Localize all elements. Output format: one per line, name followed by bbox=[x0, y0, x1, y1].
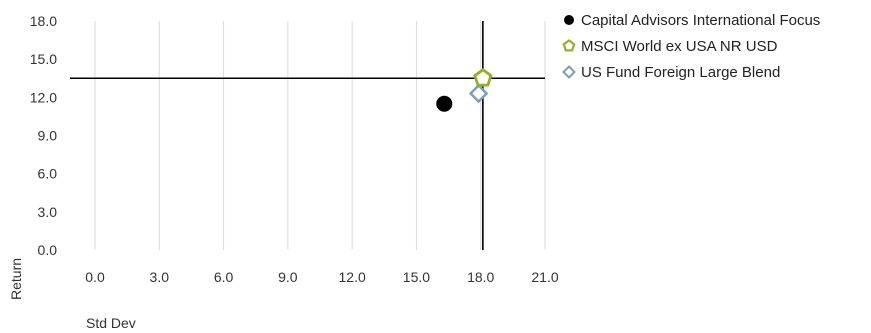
y-tick-label: 6.0 bbox=[38, 166, 58, 182]
y-axis-title: Return bbox=[8, 258, 24, 300]
x-tick-label: 15.0 bbox=[403, 269, 430, 285]
y-tick-labels: 0.0 3.0 6.0 9.0 12.0 15.0 18.0 bbox=[30, 13, 57, 258]
y-tick-label: 12.0 bbox=[30, 89, 57, 105]
data-points bbox=[436, 68, 493, 112]
x-tick-label: 3.0 bbox=[150, 269, 170, 285]
legend: Capital Advisors International Focus MSCI… bbox=[562, 12, 820, 81]
x-axis-title: Std Dev bbox=[86, 315, 136, 331]
y-tick-label: 0.0 bbox=[38, 242, 58, 258]
x-tick-labels: 0.0 3.0 6.0 9.0 12.0 15.0 18.0 21.0 bbox=[85, 269, 559, 285]
x-tick-label: 12.0 bbox=[339, 269, 366, 285]
x-tick-label: 0.0 bbox=[85, 269, 105, 285]
legend-marker-pentagon bbox=[562, 39, 576, 52]
legend-marker-circle bbox=[564, 15, 574, 25]
y-tick-label: 15.0 bbox=[30, 51, 57, 67]
gridlines bbox=[94, 21, 546, 250]
legend-label: US Fund Foreign Large Blend bbox=[581, 64, 780, 81]
legend-marker-diamond bbox=[562, 65, 576, 79]
x-tick-label: 6.0 bbox=[214, 269, 234, 285]
x-tick-label: 9.0 bbox=[278, 269, 298, 285]
point-diamond bbox=[468, 83, 489, 104]
benchmark-crosshair bbox=[70, 21, 545, 250]
point-circle bbox=[436, 95, 453, 112]
y-tick-label: 3.0 bbox=[38, 204, 58, 220]
y-tick-label: 9.0 bbox=[38, 128, 58, 144]
point-pentagon bbox=[473, 68, 493, 87]
legend-label: Capital Advisors International Focus bbox=[581, 12, 820, 29]
x-tick-label: 21.0 bbox=[531, 269, 558, 285]
legend-label: MSCI World ex USA NR USD bbox=[581, 38, 778, 55]
y-tick-label: 18.0 bbox=[30, 13, 57, 29]
x-tick-label: 18.0 bbox=[467, 269, 494, 285]
